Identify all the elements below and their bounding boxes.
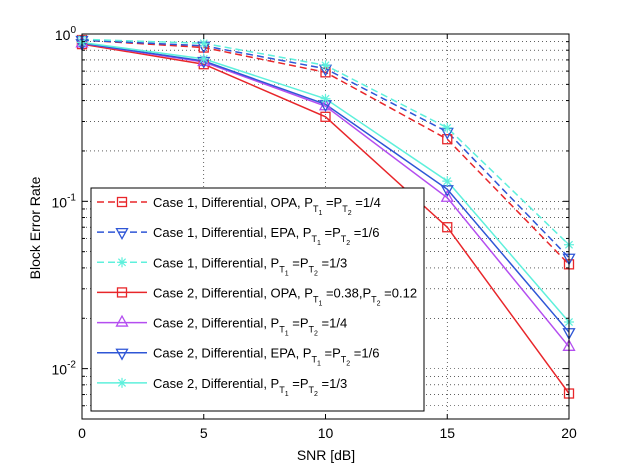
y-tick-label: 100 — [55, 25, 77, 43]
data-point — [198, 38, 209, 49]
legend-box — [90, 187, 425, 412]
x-tick-label: 0 — [78, 425, 86, 441]
y-tick-label: 10-2 — [52, 360, 77, 378]
legend: Case 1, Differential, OPA, PT1 =PT2 =1/4… — [90, 187, 425, 412]
data-point — [116, 196, 128, 208]
data-point — [320, 111, 331, 122]
series-line-4 — [81, 43, 570, 394]
data-point — [115, 314, 129, 327]
series-line-1 — [81, 39, 570, 265]
x-axis-label: SNR [dB] — [297, 447, 355, 463]
legend-entry: Case 1, Differential, OPA, PT1 =PT2 =1/4 — [153, 195, 381, 217]
x-tick-label: 10 — [318, 425, 334, 441]
data-point — [197, 54, 211, 67]
x-tick-label: 15 — [439, 425, 455, 441]
data-point — [442, 176, 453, 187]
data-point — [442, 222, 453, 233]
data-point — [115, 348, 129, 361]
data-point — [117, 377, 127, 388]
legend-entry: Case 2, Differential, EPA, PT1 =PT2 =1/6 — [153, 346, 379, 368]
legend-entry: Case 2, Differential, PT1 =PT2 =1/4 — [153, 316, 347, 338]
legend-entry: Case 2, Differential, OPA, PT1 =0.38,PT2… — [153, 285, 417, 307]
legend-entry: Case 2, Differential, PT1 =PT2 =1/3 — [153, 376, 347, 398]
data-point — [116, 287, 128, 298]
axis-ticks: 0 5 10 15 20 100 10-1 10-2 — [52, 25, 577, 441]
y-axis-label: Block Error Rate — [27, 176, 43, 279]
data-point — [115, 227, 129, 240]
legend-entry: Case 1, Differential, EPA, PT1 =PT2 =1/6 — [153, 225, 379, 247]
legend-entry: Case 1, Differential, PT1 =PT2 =1/3 — [153, 255, 347, 277]
data-point — [442, 122, 453, 133]
y-tick-label: 10-1 — [52, 192, 77, 210]
data-point — [442, 134, 453, 145]
x-tick-label: 20 — [561, 425, 577, 441]
data-point — [320, 60, 331, 71]
data-point — [440, 189, 454, 202]
series-line-6 — [81, 42, 570, 333]
x-tick-label: 5 — [200, 425, 208, 441]
data-point — [117, 257, 127, 268]
data-point — [198, 53, 209, 64]
data-point — [320, 93, 331, 104]
